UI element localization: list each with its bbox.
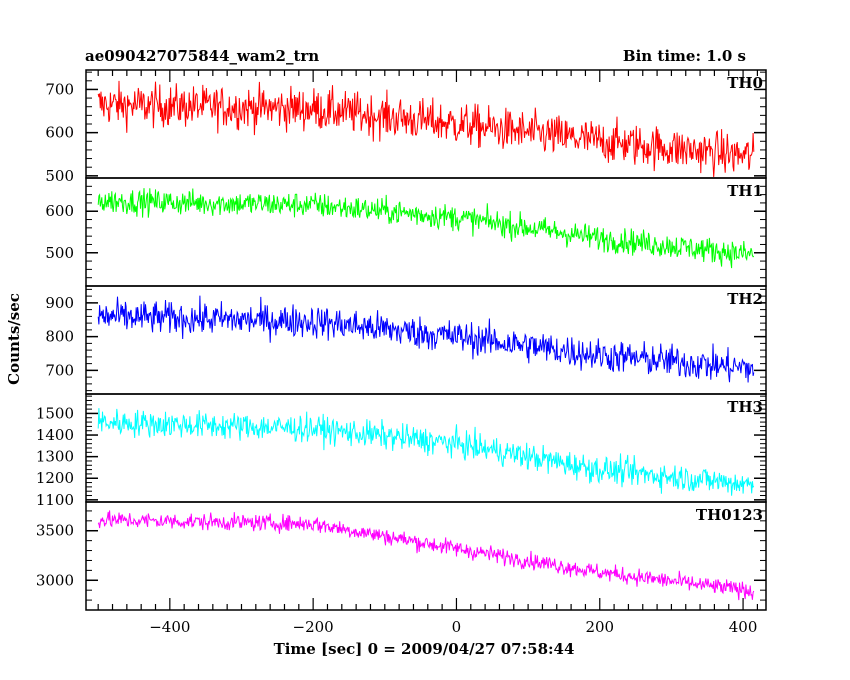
x-tick-label: −200 xyxy=(293,618,334,636)
y-tick-label: 3000 xyxy=(36,571,74,589)
panel-frame xyxy=(85,177,767,287)
x-tick-label: 200 xyxy=(585,618,614,636)
y-tick-label: 1100 xyxy=(36,491,74,509)
panel-label-th1: TH1 xyxy=(727,182,763,200)
y-tick-label: 1300 xyxy=(36,448,74,466)
panels: 500 600 700 TH0 500 600 TH1 700 800 900 TH2 1100 120… xyxy=(36,69,767,611)
y-tick-label: 800 xyxy=(45,328,74,346)
panel-label-th0123: TH0123 xyxy=(696,506,763,524)
y-tick-label: 500 xyxy=(45,244,74,262)
series-line-th0123 xyxy=(97,510,755,601)
series-line-th0 xyxy=(97,80,755,178)
panel-frame xyxy=(85,501,767,611)
y-tick-label: 1400 xyxy=(36,426,74,444)
bin-time-label: Bin time: 1.0 s xyxy=(623,47,746,65)
chart-title: ae090427075844_wam2_trn xyxy=(85,47,319,65)
x-axis-label: Time [sec] 0 = 2009/04/27 07:58:44 xyxy=(274,640,575,658)
panel-frame xyxy=(85,393,767,503)
panel-th3: 1100 1200 1300 1400 1500 TH3 xyxy=(36,393,767,509)
panel-label-th2: TH2 xyxy=(727,290,763,308)
y-tick-label: 700 xyxy=(45,361,74,379)
x-tick-label: 0 xyxy=(452,618,462,636)
y-tick-label: 700 xyxy=(45,80,74,98)
panel-label-th0: TH0 xyxy=(727,74,763,92)
panel-frame xyxy=(85,285,767,395)
x-tick-label: −400 xyxy=(149,618,190,636)
y-tick-label: 3500 xyxy=(36,522,74,540)
y-tick-label: 600 xyxy=(45,202,74,220)
panel-th2: 700 800 900 TH2 xyxy=(45,285,767,395)
series-line-th1 xyxy=(97,188,755,269)
y-axis-label: Counts/sec xyxy=(5,293,23,385)
panel-label-th3: TH3 xyxy=(727,398,763,416)
y-tick-label: 1200 xyxy=(36,469,74,487)
x-axis: −400 −200 0 200 400 xyxy=(97,70,759,636)
panel-th1: 500 600 TH1 xyxy=(45,177,767,287)
series-line-th3 xyxy=(97,408,755,496)
series-line-th2 xyxy=(97,295,755,383)
x-tick-label: 400 xyxy=(729,618,758,636)
y-tick-label: 900 xyxy=(45,294,74,312)
y-tick-label: 600 xyxy=(45,124,74,142)
panel-th0: 500 600 700 TH0 xyxy=(45,69,767,185)
y-tick-label: 500 xyxy=(45,167,74,185)
y-tick-label: 1500 xyxy=(36,404,74,422)
panel-th0123: 3000 3500 TH0123 xyxy=(36,501,767,611)
